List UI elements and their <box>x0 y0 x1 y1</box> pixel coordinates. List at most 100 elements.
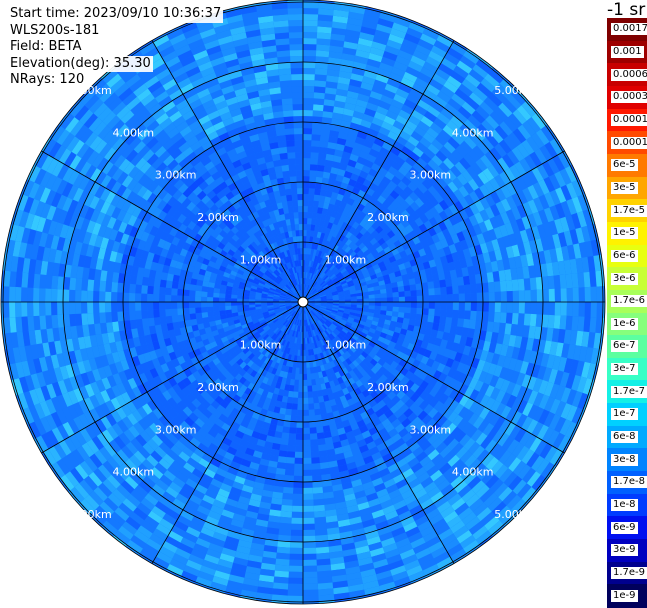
radar-gate <box>447 294 453 302</box>
radar-gate <box>303 158 311 164</box>
radar-gate <box>381 306 387 311</box>
radar-gate <box>303 422 310 428</box>
radar-gate <box>202 312 209 318</box>
radar-gate <box>282 493 293 500</box>
radar-gate <box>451 318 458 327</box>
radar-gate <box>303 248 306 254</box>
radar-gate <box>453 302 459 310</box>
radar-gate <box>483 302 489 312</box>
radar-gate <box>434 288 441 296</box>
radar-gate <box>129 293 135 302</box>
radar-gate <box>303 140 312 146</box>
radar-gate <box>303 536 316 542</box>
radar-gate <box>435 302 441 309</box>
radar-gate <box>317 577 332 584</box>
radar-gate <box>160 316 167 324</box>
radar-gate <box>404 313 411 319</box>
radar-gate <box>87 302 93 313</box>
radar-gate <box>153 302 159 310</box>
radar-gate <box>303 590 318 596</box>
radar-gate <box>308 398 314 404</box>
radar-gate <box>45 315 52 329</box>
radar-gate <box>249 302 255 305</box>
radar-gate <box>375 302 381 306</box>
radar-gate <box>357 299 363 302</box>
radar-gate <box>292 512 303 518</box>
radar-gate <box>320 462 329 469</box>
radar-gate <box>237 305 243 309</box>
radar-gate <box>584 317 591 332</box>
radar-gate <box>315 68 328 75</box>
radar-gate <box>45 302 51 316</box>
radar-gate <box>319 450 328 457</box>
radar-gate <box>275 565 289 572</box>
radar-gate <box>159 309 166 317</box>
radar-gate <box>294 470 303 476</box>
radar-gate <box>458 310 465 319</box>
radar-gate <box>183 302 189 308</box>
radar-gate <box>307 218 312 224</box>
radar-gate <box>290 421 297 428</box>
radar-gate <box>324 166 332 173</box>
radar-gate <box>279 408 286 415</box>
radar-gate <box>314 409 321 416</box>
radar-gate <box>231 295 237 299</box>
radar-gate <box>153 286 160 294</box>
radar-gate <box>525 302 531 314</box>
radar-gate <box>81 302 87 314</box>
radar-gate <box>237 299 243 303</box>
radar-gate <box>318 153 326 160</box>
radar-gate <box>306 362 310 368</box>
radar-gate <box>531 302 537 314</box>
radar-gate <box>296 428 303 434</box>
radar-gate <box>276 553 290 560</box>
radar-gate <box>303 458 312 464</box>
radar-gate <box>129 302 135 311</box>
radar-gate <box>39 274 46 288</box>
radar-gate <box>288 584 303 590</box>
radar-gate <box>286 457 295 464</box>
radar-gate <box>303 386 308 392</box>
radar-gate <box>165 295 171 302</box>
radar-gate <box>297 410 303 416</box>
radar-gate <box>195 307 202 313</box>
radar-gate <box>591 302 597 317</box>
radar-gate <box>123 293 129 302</box>
radar-gate <box>426 322 433 330</box>
radar-gate <box>87 291 93 302</box>
radar-gate <box>398 312 405 318</box>
radar-gate <box>87 279 94 291</box>
radar-gate <box>315 523 327 530</box>
radar-gate <box>213 302 219 307</box>
radar-gate <box>274 431 282 438</box>
radar-gate <box>135 311 142 320</box>
radar-gate <box>303 518 315 524</box>
radar-gate <box>459 302 465 311</box>
radar-gate <box>409 319 416 326</box>
radar-gate <box>518 313 525 325</box>
radar-gate <box>288 590 303 596</box>
radar-gate <box>369 306 375 310</box>
radar-gate <box>512 313 519 325</box>
radar-gate <box>303 530 315 536</box>
radar-gate <box>291 530 303 536</box>
radar-gate <box>303 218 307 224</box>
radar-gate <box>441 295 447 303</box>
radar-gate <box>27 288 33 302</box>
radar-gate <box>111 292 117 302</box>
radar-gate <box>518 279 525 291</box>
radar-gate <box>549 302 555 315</box>
radar-gate <box>324 431 332 438</box>
radar-gate <box>426 275 433 283</box>
radar-gate <box>231 306 237 310</box>
radar-gate <box>381 302 387 306</box>
radar-gate <box>15 317 22 332</box>
radar-gate <box>219 306 225 311</box>
radar-gate <box>439 316 446 324</box>
radar-gate <box>75 290 81 302</box>
radar-gate <box>561 302 567 316</box>
radar-gate <box>148 318 155 327</box>
radar-gate <box>549 289 555 302</box>
radar-gate <box>303 32 317 38</box>
radar-gate <box>105 302 111 312</box>
